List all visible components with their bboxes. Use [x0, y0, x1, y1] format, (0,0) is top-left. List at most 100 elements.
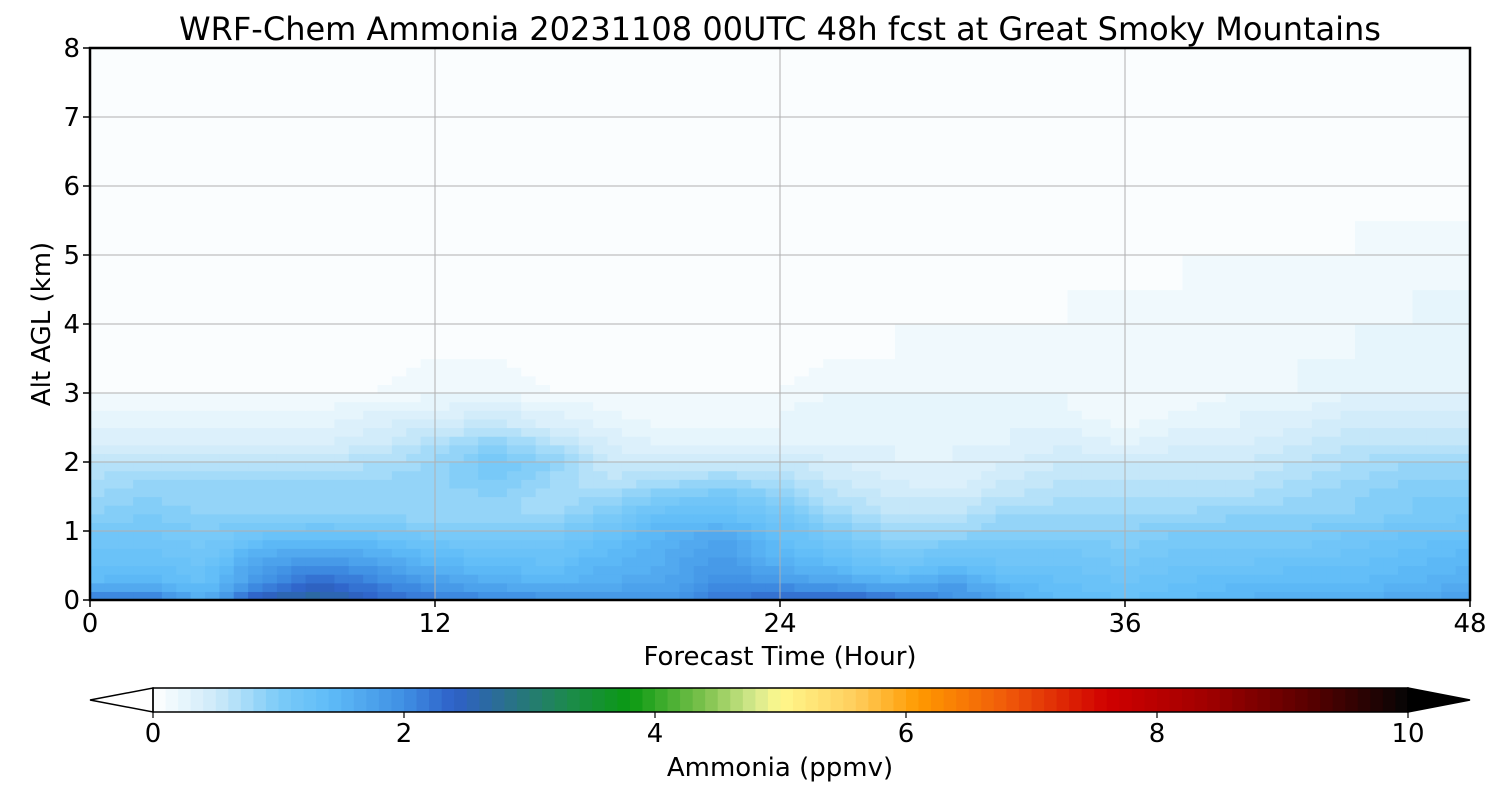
heatmap-cell [219, 194, 235, 204]
heatmap-cell [1383, 177, 1399, 187]
heatmap-cell [1455, 367, 1471, 377]
heatmap-cell [636, 255, 652, 265]
heatmap-cell [1139, 151, 1155, 161]
heatmap-cell [751, 306, 767, 316]
heatmap-cell [1254, 280, 1270, 291]
heatmap-cell [1196, 531, 1212, 541]
heatmap-cell [1326, 393, 1342, 403]
heatmap-cell [1196, 168, 1212, 178]
heatmap-cell [895, 306, 910, 316]
heatmap-cell [90, 220, 105, 230]
heatmap-cell [133, 324, 149, 334]
heatmap-cell [305, 556, 321, 567]
heatmap-cell [866, 358, 882, 368]
heatmap-cell [1125, 255, 1140, 265]
heatmap-cell [564, 531, 580, 541]
heatmap-cell [693, 194, 709, 204]
heatmap-cell [305, 280, 321, 291]
heatmap-cell [780, 151, 795, 161]
heatmap-cell [895, 453, 910, 463]
heatmap-cell [1182, 246, 1198, 256]
heatmap-cell [1010, 263, 1025, 273]
heatmap-cell [780, 324, 795, 334]
heatmap-cell [607, 522, 623, 532]
heatmap-cell [909, 384, 925, 394]
heatmap-cell [233, 289, 249, 299]
heatmap-cell [650, 401, 666, 411]
heatmap-cell [463, 436, 479, 446]
heatmap-cell [276, 418, 292, 429]
heatmap-cell [262, 470, 278, 480]
heatmap-cell [895, 203, 910, 213]
heatmap-cell [923, 548, 939, 558]
heatmap-cell [1053, 522, 1069, 532]
heatmap-cell [406, 375, 422, 385]
heatmap-cell [1225, 237, 1241, 247]
heatmap-cell [765, 324, 781, 334]
heatmap-cell [90, 427, 105, 437]
heatmap-cell [276, 324, 292, 334]
heatmap-cell [794, 384, 810, 394]
heatmap-cell [1024, 487, 1040, 498]
heatmap-cell [1283, 375, 1299, 385]
heatmap-cell [1153, 358, 1169, 368]
heatmap-cell [751, 522, 767, 532]
heatmap-cell [808, 582, 824, 592]
heatmap-cell [1096, 349, 1112, 360]
heatmap-cell [909, 548, 925, 558]
heatmap-cell [377, 203, 393, 213]
heatmap-cell [1311, 349, 1327, 360]
heatmap-cell [1441, 410, 1457, 420]
heatmap-cell [722, 384, 738, 394]
heatmap-cell [938, 255, 954, 265]
heatmap-cell [1240, 315, 1255, 325]
heatmap-cell [391, 272, 407, 282]
heatmap-cell [420, 280, 436, 291]
heatmap-cell [1010, 401, 1025, 411]
heatmap-cell [205, 513, 220, 523]
heatmap-cell [1168, 220, 1184, 230]
heatmap-cell [535, 479, 551, 489]
heatmap-cell [679, 298, 695, 308]
heatmap-cell [722, 496, 738, 506]
heatmap-cell [751, 582, 767, 592]
heatmap-cell [765, 470, 781, 480]
heatmap-cell [621, 332, 637, 342]
heatmap-cell [794, 306, 810, 316]
heatmap-cell [1383, 462, 1399, 472]
heatmap-cell [1311, 548, 1327, 558]
heatmap-cell [823, 444, 839, 454]
heatmap-cell [1110, 531, 1126, 541]
heatmap-cell [118, 203, 134, 213]
heatmap-cell [377, 427, 393, 437]
heatmap-cell [1010, 487, 1025, 498]
heatmap-cell [391, 462, 407, 472]
heatmap-cell [435, 470, 450, 480]
heatmap-cell [1340, 410, 1356, 420]
heatmap-cell [1024, 565, 1040, 575]
heatmap-cell [837, 211, 853, 222]
heatmap-cell [665, 315, 680, 325]
heatmap-cell [463, 151, 479, 161]
heatmap-cell [665, 582, 680, 592]
heatmap-cell [1038, 384, 1054, 394]
heatmap-cell [895, 470, 910, 480]
heatmap-cell [334, 505, 350, 515]
heatmap-cell [521, 289, 537, 299]
heatmap-cell [665, 565, 680, 575]
heatmap-cell [219, 384, 235, 394]
heatmap-cell [1398, 160, 1414, 170]
heatmap-cell [348, 556, 364, 567]
heatmap-cell [449, 324, 465, 334]
heatmap-cell [593, 211, 609, 222]
heatmap-cell [435, 375, 450, 385]
heatmap-cell [406, 574, 422, 584]
heatmap-cell [1283, 393, 1299, 403]
heatmap-cell [938, 531, 954, 541]
heatmap-cell [1355, 160, 1370, 170]
heatmap-cell [636, 479, 652, 489]
heatmap-cell [248, 470, 264, 480]
heatmap-cell [1168, 289, 1184, 299]
heatmap-cell [348, 332, 364, 342]
heatmap-cell [1326, 211, 1342, 222]
